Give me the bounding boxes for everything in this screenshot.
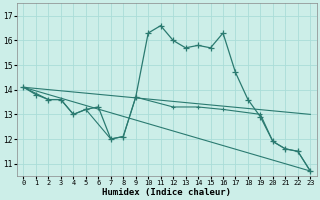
X-axis label: Humidex (Indice chaleur): Humidex (Indice chaleur) [102,188,231,197]
